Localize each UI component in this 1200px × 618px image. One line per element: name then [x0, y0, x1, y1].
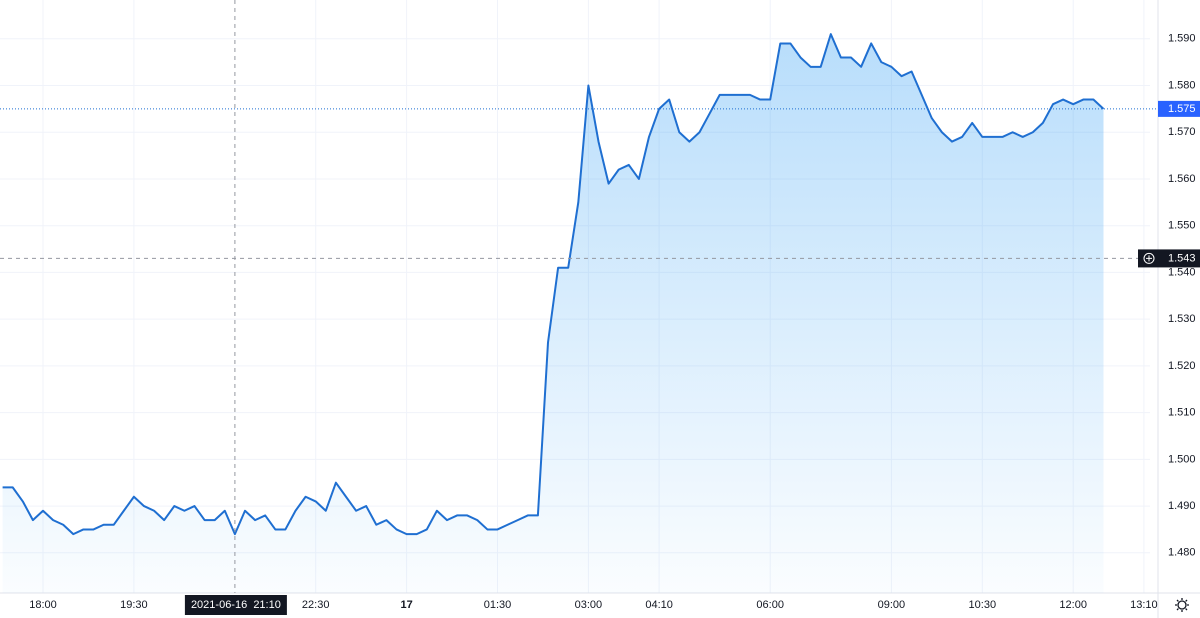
x-tick-label: 04:10 — [645, 599, 673, 611]
price-line — [2, 33, 1105, 536]
last-price-box — [1158, 100, 1200, 117]
area-fill — [2, 34, 1104, 594]
y-tick-label: 1.500 — [1168, 453, 1196, 465]
crosshair-x-label: 2021-06-16 21:10 — [191, 599, 281, 611]
crosshair-plus-icon — [1143, 252, 1155, 264]
x-tick-label: 13:10 — [1130, 599, 1158, 611]
x-tick-label: 19:30 — [120, 599, 148, 611]
crosshair-y-label: 1.543 — [1168, 252, 1196, 264]
crosshair-plus-sign — [1146, 255, 1152, 262]
x-tick-label: 17 — [400, 599, 412, 611]
y-tick-label: 1.580 — [1168, 79, 1196, 91]
y-tick-label: 1.590 — [1168, 33, 1196, 45]
y-tick-label: 1.540 — [1168, 266, 1196, 278]
x-tick-label: 03:00 — [575, 599, 603, 611]
gear-teeth — [1175, 598, 1189, 612]
x-tick-label: 18:00 — [29, 599, 57, 611]
x-tick-label: 01:30 — [484, 599, 512, 611]
y-tick-label: 1.560 — [1168, 173, 1196, 185]
x-tick-label: 12:00 — [1059, 599, 1087, 611]
y-tick-label: 1.510 — [1168, 407, 1196, 419]
x-tick-label: 10:30 — [969, 599, 997, 611]
y-tick-label: 1.490 — [1168, 500, 1196, 512]
y-tick-label: 1.530 — [1168, 313, 1196, 325]
crosshair-y-box — [1138, 249, 1200, 268]
x-tick-label: 09:00 — [878, 599, 906, 611]
settings-icon[interactable] — [1175, 598, 1189, 612]
crosshair-x-box — [184, 595, 287, 615]
y-tick-label: 1.550 — [1168, 220, 1196, 232]
y-tick-label: 1.570 — [1168, 126, 1196, 138]
gear-ring — [1177, 600, 1187, 610]
y-tick-label: 1.480 — [1168, 547, 1196, 559]
x-tick-label: 22:30 — [302, 599, 330, 611]
x-tick-label: 06:00 — [756, 599, 784, 611]
last-price-label: 1.575 — [1168, 103, 1196, 115]
y-tick-label: 1.520 — [1168, 360, 1196, 372]
